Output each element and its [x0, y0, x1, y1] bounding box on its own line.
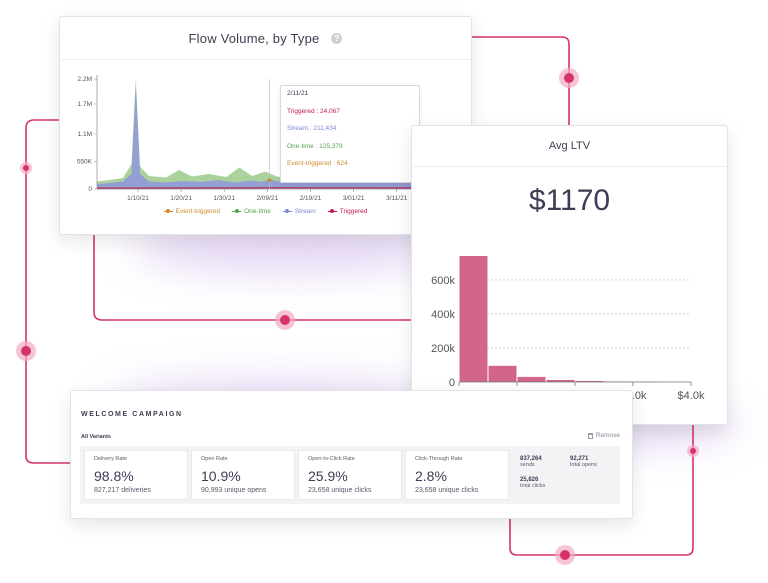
- y-tick-label: 1.1M: [78, 131, 92, 138]
- flow-volume-header: Flow Volume, by Type ?: [60, 17, 471, 60]
- legend-item-triggered[interactable]: Triggered: [327, 208, 367, 215]
- trash-icon: [587, 432, 593, 439]
- metric-subtext: 23,658 unique clicks: [308, 487, 372, 494]
- legend-item-event-triggered[interactable]: Event-triggered: [163, 208, 220, 215]
- avg-ltv-header: Avg LTV: [412, 126, 727, 167]
- tooltip-row-event-triggered: Event-triggered : 624: [287, 160, 348, 167]
- metric-value: 2.8%: [415, 468, 447, 484]
- y-tick-label: 200k: [431, 343, 455, 355]
- metric-open-rate: Open Rate 10.9% 90,993 unique opens: [191, 450, 295, 500]
- metric-subtext: 827,217 deliveries: [94, 487, 151, 494]
- x-tick-label: 1/10/21: [127, 195, 149, 202]
- hover-point: [267, 178, 272, 182]
- campaign-title: WELCOME CAMPAIGN: [81, 411, 183, 418]
- x-tick-label: 2/09/21: [257, 195, 279, 202]
- histogram-bar: [546, 379, 575, 382]
- variants-selector[interactable]: All Variants: [81, 434, 111, 440]
- x-tick-label: 1/30/21: [213, 195, 235, 202]
- chart-legend: Event-triggered One-time Stream Triggere…: [60, 208, 471, 215]
- series-area-stream: [97, 84, 442, 189]
- stat-total-opens: 92,271 total opens: [570, 456, 597, 468]
- x-tick-label: 3/01/21: [343, 195, 365, 202]
- x-tick-label: 2/19/21: [300, 195, 322, 202]
- welcome-campaign-card: WELCOME CAMPAIGN All Variants Remove Del…: [70, 390, 633, 519]
- histogram-bar: [488, 365, 517, 382]
- metric-label: Open Rate: [201, 456, 228, 462]
- stat-label: total opens: [570, 462, 597, 468]
- connector-dot: [20, 162, 32, 174]
- connector-dot: [687, 445, 699, 457]
- chart-tooltip: 2/11/21 Triggered : 24,067 Stream : 211,…: [280, 85, 420, 183]
- campaign-totals: 837,264 sends 92,271 total opens 25,826 tot…: [512, 450, 616, 500]
- metric-label: Open-to-Click Rate: [308, 456, 355, 462]
- avg-ltv-card: Avg LTV $1170 0200k400k600k$0$1.0k$2.0k$…: [411, 125, 728, 425]
- metric-click-through-rate: Click-Through Rate 2.8% 23,658 unique cl…: [405, 450, 509, 500]
- tooltip-row-one-time: One-time : 125,379: [287, 142, 343, 150]
- metric-label: Click-Through Rate: [415, 456, 463, 462]
- metric-open-to-click-rate: Open-to-Click Rate 25.9% 23,658 unique c…: [298, 450, 402, 500]
- tooltip-row-stream: Stream : 211,434: [287, 125, 337, 132]
- legend-item-stream[interactable]: Stream: [282, 208, 316, 215]
- stat-sends: 837,264 sends: [520, 456, 542, 468]
- legend-item-one-time[interactable]: One-time: [232, 208, 271, 215]
- metric-delivery-rate: Delivery Rate 98.8% 827,217 deliveries: [84, 450, 188, 500]
- metric-value: 25.9%: [308, 468, 348, 484]
- histogram-bar: [575, 380, 604, 382]
- stat-label: total clicks: [520, 483, 546, 489]
- y-tick-label: 400k: [431, 309, 455, 321]
- tooltip-row-triggered: Triggered : 24,067: [287, 107, 340, 115]
- avg-ltv-value: $1170: [528, 184, 611, 217]
- histogram-bar: [517, 376, 546, 382]
- help-icon[interactable]: ?: [331, 32, 343, 44]
- y-tick-label: 0: [88, 186, 92, 193]
- tooltip-date: 2/11/21: [287, 90, 309, 97]
- y-tick-label: 0: [449, 377, 455, 389]
- metric-value: 98.8%: [94, 468, 134, 484]
- remove-label: Remove: [595, 432, 620, 439]
- connector-dot: [275, 310, 295, 330]
- connector-dot: [555, 545, 575, 565]
- y-tick-label: 600k: [431, 275, 455, 287]
- connector-dot: [559, 68, 579, 88]
- stat-label: sends: [520, 462, 535, 468]
- stat-total-clicks: 25,826 total clicks: [520, 477, 545, 489]
- x-tick-label: $4.0k: [678, 390, 705, 402]
- metric-label: Delivery Rate: [94, 456, 128, 462]
- metric-subtext: 23,658 unique clicks: [415, 487, 479, 494]
- connector-dot: [16, 341, 36, 361]
- y-tick-label: 550K: [77, 159, 93, 166]
- x-tick-label: 1/20/21: [170, 195, 192, 202]
- metrics-panel: Delivery Rate 98.8% 827,217 deliveries O…: [80, 446, 620, 504]
- y-tick-label: 2.2M: [78, 76, 92, 83]
- flow-volume-card: Flow Volume, by Type ? 2.2M 1.7M 1.1M 550K 0…: [59, 16, 472, 235]
- stat-value: 837,264: [520, 456, 542, 462]
- remove-button[interactable]: Remove: [587, 432, 620, 439]
- y-tick-label: 1.7M: [78, 101, 92, 108]
- histogram-bar: [459, 256, 488, 382]
- metric-subtext: 90,993 unique opens: [201, 487, 267, 494]
- stat-value: 25,826: [520, 477, 539, 483]
- metric-value: 10.9%: [201, 468, 241, 484]
- x-tick-label: 3/11/21: [386, 195, 408, 202]
- stat-value: 92,271: [570, 456, 589, 462]
- flow-volume-title: Flow Volume, by Type: [188, 30, 320, 46]
- avg-ltv-title: Avg LTV: [548, 140, 591, 152]
